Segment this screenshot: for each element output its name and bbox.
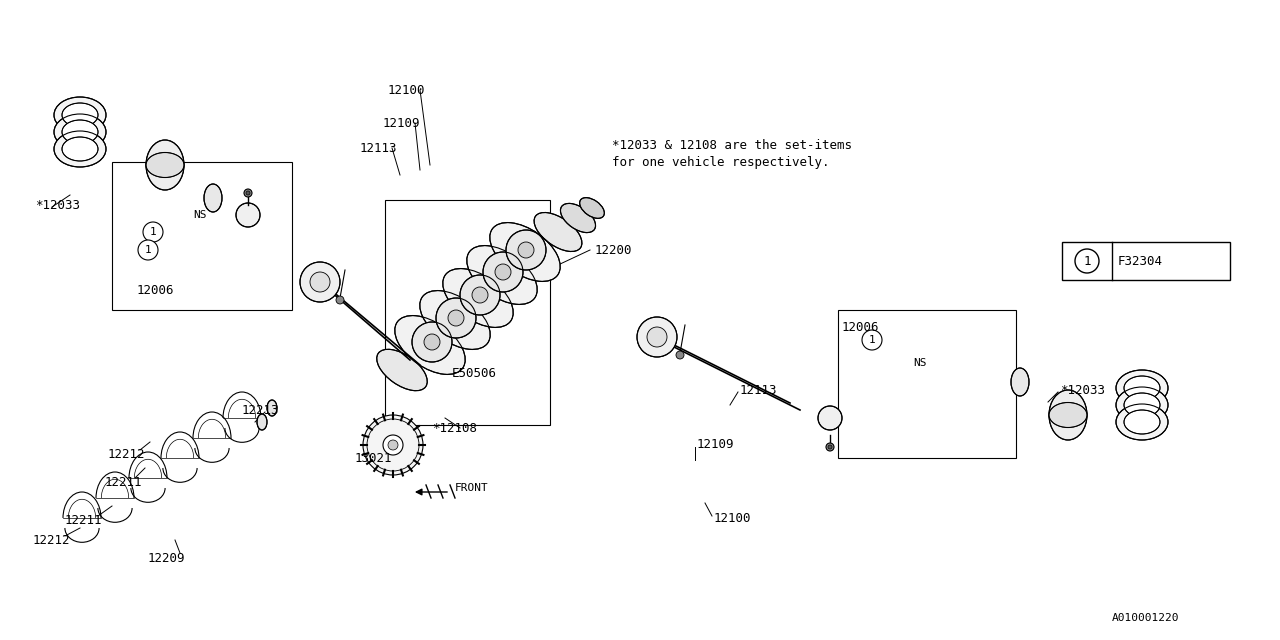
- Circle shape: [244, 189, 252, 197]
- Circle shape: [300, 262, 340, 302]
- Ellipse shape: [1124, 376, 1160, 400]
- Ellipse shape: [61, 137, 99, 161]
- Circle shape: [143, 222, 163, 242]
- Text: 12100: 12100: [388, 83, 425, 97]
- Ellipse shape: [420, 291, 490, 349]
- Ellipse shape: [1116, 387, 1169, 423]
- Text: 1: 1: [1083, 255, 1091, 268]
- Circle shape: [460, 275, 500, 315]
- Circle shape: [826, 443, 835, 451]
- Ellipse shape: [54, 114, 106, 150]
- Circle shape: [472, 287, 488, 303]
- Circle shape: [364, 415, 422, 475]
- Ellipse shape: [443, 269, 513, 328]
- Ellipse shape: [1050, 390, 1087, 440]
- Ellipse shape: [1124, 410, 1160, 434]
- Text: 12113: 12113: [360, 141, 398, 154]
- Text: 12006: 12006: [842, 321, 879, 333]
- Text: 12200: 12200: [595, 243, 632, 257]
- Circle shape: [495, 264, 511, 280]
- Text: 12213: 12213: [242, 403, 279, 417]
- Ellipse shape: [580, 198, 604, 218]
- Text: 12109: 12109: [698, 438, 735, 451]
- Ellipse shape: [257, 414, 268, 430]
- Ellipse shape: [1124, 393, 1160, 417]
- Circle shape: [388, 440, 398, 450]
- Bar: [113, 162, 292, 310]
- Ellipse shape: [1116, 370, 1169, 406]
- Circle shape: [138, 240, 157, 260]
- Bar: [385, 200, 550, 425]
- Text: F32304: F32304: [1117, 255, 1164, 268]
- Circle shape: [483, 252, 524, 292]
- Text: *12033: *12033: [35, 198, 81, 211]
- Ellipse shape: [376, 349, 428, 390]
- Text: 12113: 12113: [740, 383, 777, 397]
- Text: FRONT: FRONT: [454, 483, 489, 493]
- Ellipse shape: [204, 184, 221, 212]
- Ellipse shape: [394, 316, 465, 374]
- Text: 1: 1: [869, 335, 876, 345]
- Text: *12033: *12033: [1060, 383, 1105, 397]
- Text: NS: NS: [913, 358, 927, 368]
- Circle shape: [310, 272, 330, 292]
- Ellipse shape: [561, 204, 595, 232]
- Circle shape: [424, 334, 440, 350]
- Circle shape: [861, 330, 882, 350]
- Ellipse shape: [534, 212, 582, 252]
- Ellipse shape: [268, 400, 276, 416]
- Text: 13021: 13021: [355, 451, 393, 465]
- Bar: [838, 310, 1016, 458]
- Circle shape: [828, 445, 832, 449]
- Ellipse shape: [146, 140, 184, 190]
- Circle shape: [818, 406, 842, 430]
- Circle shape: [448, 310, 465, 326]
- Ellipse shape: [1116, 404, 1169, 440]
- Bar: [1062, 242, 1230, 280]
- Ellipse shape: [54, 131, 106, 167]
- Circle shape: [676, 351, 684, 359]
- Text: 12211: 12211: [65, 513, 102, 527]
- Text: E50506: E50506: [452, 367, 497, 380]
- Ellipse shape: [1011, 368, 1029, 396]
- Ellipse shape: [146, 152, 184, 177]
- Circle shape: [412, 322, 452, 362]
- Text: 12109: 12109: [383, 116, 421, 129]
- Text: for one vehicle respectively.: for one vehicle respectively.: [612, 156, 829, 168]
- Circle shape: [337, 296, 344, 304]
- Ellipse shape: [1050, 403, 1087, 428]
- Text: 12211: 12211: [105, 477, 142, 490]
- Circle shape: [436, 298, 476, 338]
- Circle shape: [383, 435, 403, 455]
- Text: *12108: *12108: [433, 422, 477, 435]
- Ellipse shape: [61, 120, 99, 144]
- Circle shape: [506, 230, 547, 270]
- Text: 12209: 12209: [148, 552, 186, 564]
- Circle shape: [246, 191, 250, 195]
- Text: A010001220: A010001220: [1112, 613, 1179, 623]
- Ellipse shape: [61, 103, 99, 127]
- Text: 1: 1: [145, 245, 151, 255]
- Text: 12100: 12100: [714, 511, 751, 525]
- Text: 12212: 12212: [33, 534, 70, 547]
- Text: 1: 1: [150, 227, 156, 237]
- Text: 12212: 12212: [108, 449, 146, 461]
- Circle shape: [646, 327, 667, 347]
- Circle shape: [236, 203, 260, 227]
- Text: NS: NS: [193, 210, 207, 220]
- Circle shape: [637, 317, 677, 357]
- Ellipse shape: [467, 246, 538, 305]
- Ellipse shape: [54, 97, 106, 133]
- Ellipse shape: [490, 223, 561, 282]
- Circle shape: [518, 242, 534, 258]
- Text: 12006: 12006: [136, 284, 174, 296]
- Text: *12033 & 12108 are the set-items: *12033 & 12108 are the set-items: [612, 138, 852, 152]
